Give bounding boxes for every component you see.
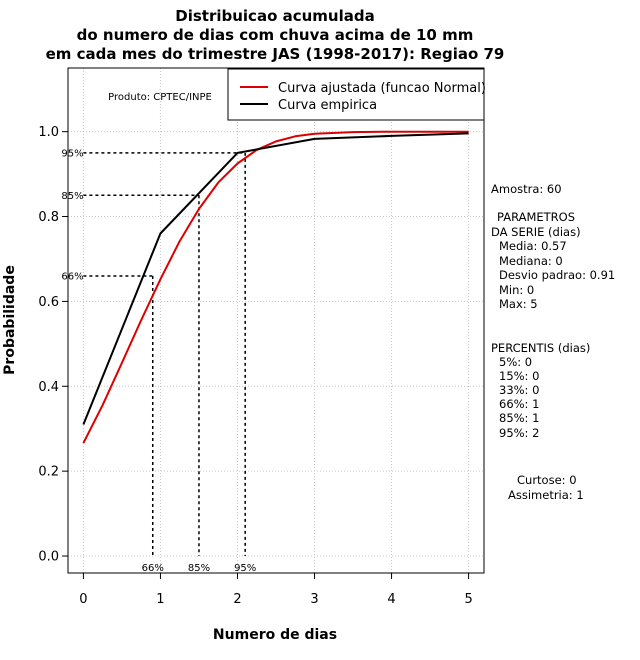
stat-stddev: Desvio padrao: 0.91: [499, 268, 615, 282]
parameters-title: PARAMETROS: [497, 210, 575, 224]
percentile-y-label-1: 85%: [61, 191, 83, 202]
x-tick-label-4: 4: [387, 592, 395, 607]
percentile-x-label-0: 66%: [142, 563, 164, 574]
x-tick-label-1: 1: [156, 592, 164, 607]
series-line-0: [82, 130, 469, 444]
sample-size: Amostra: 60: [491, 182, 562, 196]
x-tick-label-2: 2: [233, 592, 241, 607]
percentile-5: 5%: 0: [499, 355, 532, 369]
y-tick-label-2: 0.4: [38, 380, 59, 395]
percentile-95: 95%: 2: [499, 426, 539, 440]
stat-max: Max: 5: [499, 297, 538, 311]
parameters-subtitle: DA SERIE (dias): [491, 225, 581, 239]
percentile-33: 33%: 0: [499, 383, 539, 397]
x-axis-title: Numero de dias: [213, 627, 337, 643]
stat-median: Mediana: 0: [499, 254, 563, 268]
grid-lines: [68, 68, 484, 573]
y-tick-label-0: 0.0: [38, 550, 59, 565]
chart-title-line-1: Distribuicao acumulada: [175, 7, 374, 25]
percentile-x-label-2: 95%: [234, 563, 256, 574]
percentile-y-label-2: 95%: [61, 148, 83, 159]
chart-title-line-2: do numero de dias com chuva acima de 10 …: [77, 26, 474, 44]
statistics-panel: Amostra: 60 PARAMETROS DA SERIE (dias) M…: [491, 182, 615, 502]
axes: 0 1 2 3 4 5 0.0 0.2 0.4 0.6 0.8 1.0: [38, 125, 472, 607]
legend-label-empirical: Curva empirica: [278, 98, 377, 113]
series-line-1: [82, 132, 469, 425]
y-tick-label-4: 0.8: [38, 210, 59, 225]
stat-skewness: Assimetria: 1: [508, 488, 584, 502]
chart-title-line-3: em cada mes do trimestre JAS (1998-2017)…: [46, 45, 505, 63]
percentiles-title: PERCENTIS (dias): [491, 341, 590, 355]
x-tick-label-0: 0: [79, 592, 87, 607]
y-axis-title: Probabilidade: [2, 265, 18, 375]
percentile-x-label-1: 85%: [188, 563, 210, 574]
x-tick-label-5: 5: [464, 592, 472, 607]
legend-box: [227, 68, 485, 121]
stat-mean: Media: 0.57: [499, 239, 567, 253]
stat-min: Min: 0: [499, 283, 534, 297]
percentile-66: 66%: 1: [499, 397, 539, 411]
y-tick-label-3: 0.6: [38, 295, 59, 310]
percentile-15: 15%: 0: [499, 369, 539, 383]
percentile-guides: 66% 66% 85% 85% 95% 95%: [61, 148, 256, 574]
legend-label-fitted: Curva ajustada (funcao Normal): [278, 81, 486, 96]
series-lines: [82, 130, 469, 444]
legend: Curva ajustada (funcao Normal) Curva emp…: [227, 68, 486, 121]
percentile-85: 85%: 1: [499, 411, 539, 425]
y-tick-label-5: 1.0: [38, 125, 59, 140]
stat-kurtosis: Curtose: 0: [517, 473, 577, 487]
y-tick-label-1: 0.2: [38, 465, 59, 480]
plot-frame: [67, 67, 485, 574]
x-tick-label-3: 3: [310, 592, 318, 607]
product-label: Produto: CPTEC/INPE: [108, 92, 212, 103]
percentile-y-label-0: 66%: [61, 271, 83, 282]
